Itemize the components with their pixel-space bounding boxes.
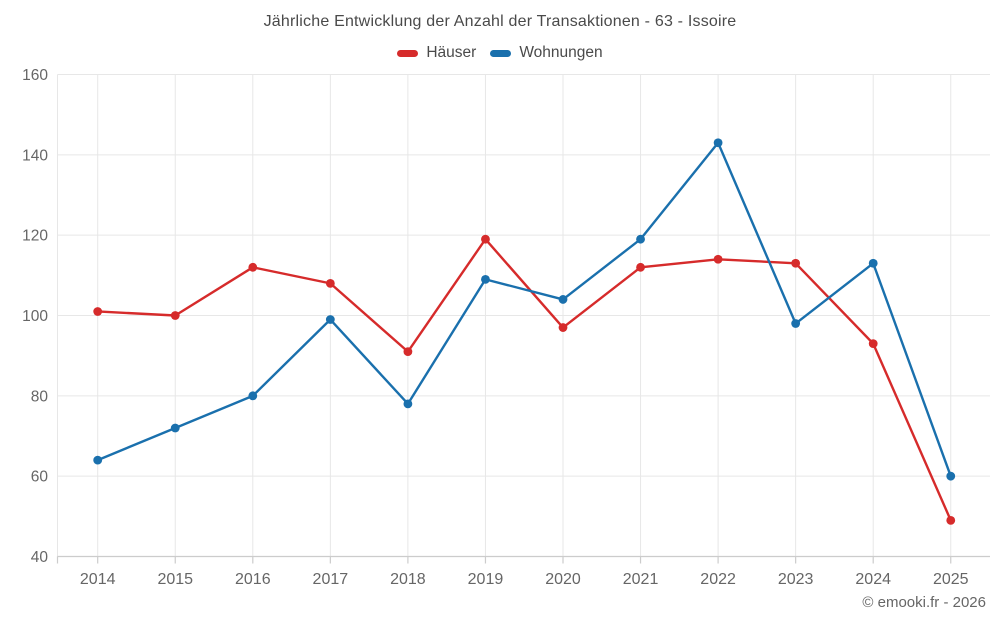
legend-item-wohnungen[interactable]: Wohnungen xyxy=(490,44,603,62)
data-point-wohnungen-2023 xyxy=(791,319,801,328)
legend-label-wohnungen: Wohnungen xyxy=(519,44,603,61)
x-tick-label-2014: 2014 xyxy=(80,571,116,588)
x-tick-label-2019: 2019 xyxy=(468,571,504,588)
y-tick-label-160: 160 xyxy=(22,67,48,84)
x-tick-label-2021: 2021 xyxy=(623,571,659,588)
y-tick-label-140: 140 xyxy=(22,147,48,164)
x-tick-label-2018: 2018 xyxy=(390,571,426,588)
data-point-wohnungen-2018 xyxy=(403,399,413,409)
legend-marker-hauser-icon xyxy=(397,49,419,57)
x-tick-label-2022: 2022 xyxy=(700,571,736,588)
series-line-h-user xyxy=(96,237,952,522)
x-tick-label-2023: 2023 xyxy=(778,571,814,588)
legend-marker-wohnungen-icon xyxy=(490,49,512,57)
data-point-h-user-2016 xyxy=(248,262,258,272)
data-point-wohnungen-2015 xyxy=(170,423,180,433)
data-point-h-user-2021 xyxy=(636,262,645,272)
data-point-h-user-2020 xyxy=(558,323,568,332)
data-point-h-user-2015 xyxy=(170,311,180,320)
data-point-wohnungen-2021 xyxy=(636,234,645,244)
data-point-h-user-2018 xyxy=(403,347,413,357)
data-point-wohnungen-2024 xyxy=(868,258,878,268)
x-tick-label-2024: 2024 xyxy=(855,571,891,588)
x-tick-label-2016: 2016 xyxy=(235,571,271,588)
data-point-h-user-2022 xyxy=(713,254,723,264)
copyright-text: © emooki.fr - 2026 xyxy=(862,594,986,611)
data-point-h-user-2023 xyxy=(791,258,801,268)
y-tick-label-80: 80 xyxy=(31,388,49,405)
data-point-h-user-2014 xyxy=(93,307,103,316)
data-point-wohnungen-2025 xyxy=(946,471,956,481)
y-tick-label-40: 40 xyxy=(31,549,49,566)
data-point-wohnungen-2019 xyxy=(481,274,490,284)
data-point-h-user-2024 xyxy=(868,339,878,349)
data-point-wohnungen-2016 xyxy=(248,391,258,401)
data-point-wohnungen-2017 xyxy=(325,315,335,324)
y-tick-label-60: 60 xyxy=(31,469,49,486)
legend: Häuser Wohnungen xyxy=(0,44,1000,62)
legend-item-hauser[interactable]: Häuser xyxy=(397,44,476,62)
y-tick-label-120: 120 xyxy=(22,228,48,245)
data-point-h-user-2025 xyxy=(946,515,956,525)
series-line-wohnungen xyxy=(96,141,952,478)
x-tick-label-2025: 2025 xyxy=(933,571,969,588)
data-point-h-user-2019 xyxy=(481,234,490,244)
data-point-h-user-2017 xyxy=(325,278,335,288)
data-point-wohnungen-2020 xyxy=(558,295,568,304)
legend-label-hauser: Häuser xyxy=(426,44,477,61)
y-tick-label-100: 100 xyxy=(22,308,48,325)
data-point-wohnungen-2014 xyxy=(93,455,103,465)
chart-title: Jährliche Entwicklung der Anzahl der Tra… xyxy=(263,13,737,30)
data-point-wohnungen-2022 xyxy=(713,138,723,148)
x-tick-label-2017: 2017 xyxy=(313,571,349,588)
x-tick-label-2015: 2015 xyxy=(157,571,193,588)
x-tick-label-2020: 2020 xyxy=(545,571,581,588)
